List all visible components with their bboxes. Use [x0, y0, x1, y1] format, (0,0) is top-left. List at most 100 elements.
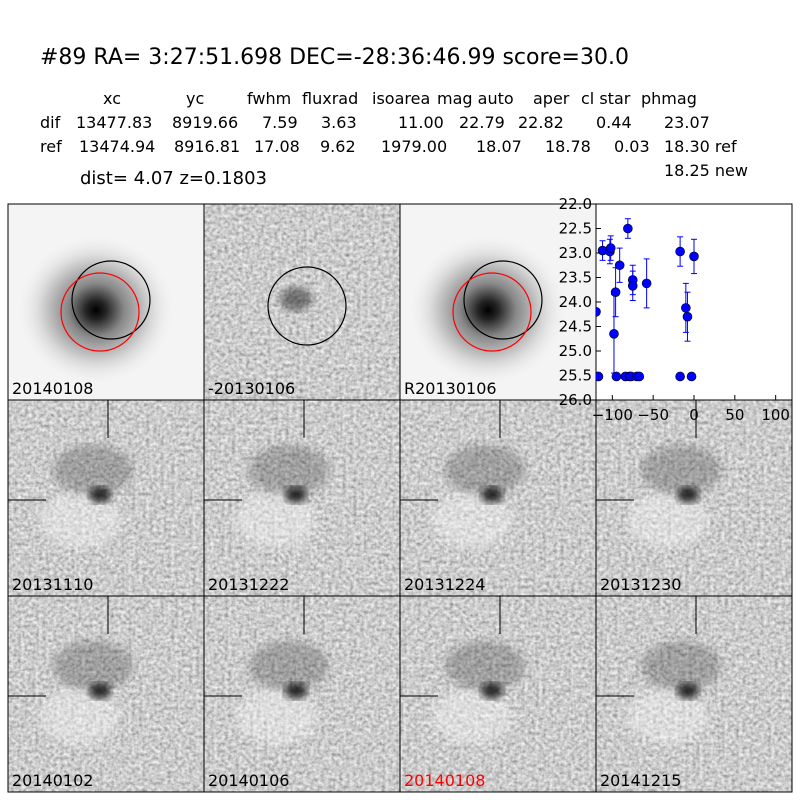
residual-light: [628, 688, 708, 744]
galaxy: [16, 234, 176, 386]
thumb-label: 20140102: [12, 771, 93, 790]
y-tick-label: 25.5: [559, 367, 592, 385]
point: [596, 371, 604, 382]
series: [596, 218, 699, 382]
table-cell: 22.82: [518, 113, 564, 132]
column-header: mag auto: [437, 89, 514, 108]
thumbnail: -20130106: [203, 203, 401, 401]
column-header: xc: [103, 89, 121, 108]
thumbnail: R20130106: [399, 203, 597, 401]
residual-light: [40, 688, 120, 744]
thumb-label: R20130106: [404, 379, 497, 398]
circle-red: [60, 272, 140, 352]
table-cell: 18.07: [476, 137, 522, 156]
column-header: isoarea: [372, 89, 430, 108]
residual-dark: [53, 641, 133, 691]
source: [285, 683, 307, 699]
dist: dist= 4.07 z=0.1803: [80, 168, 267, 189]
residual-light: [628, 492, 708, 548]
point: [610, 287, 621, 298]
point: [623, 223, 633, 234]
image: [400, 400, 596, 596]
y-tick-label: 23.5: [559, 269, 592, 287]
source: [481, 487, 503, 503]
thumb-label: 20141215: [600, 771, 681, 790]
table-cell: 8919.66: [172, 113, 238, 132]
column-header: phmag: [641, 89, 697, 108]
x-tick-label: 100: [761, 406, 790, 424]
thumb-label: -20130106: [208, 379, 295, 398]
source: [677, 683, 699, 699]
y-tick-label: 24.0: [559, 293, 592, 311]
table-cell: 23.07: [664, 113, 710, 132]
column-header: fluxrad: [302, 89, 358, 108]
row-label: dif: [40, 113, 61, 132]
source: [285, 487, 307, 503]
thumbnail: 20141215: [595, 595, 793, 793]
residual-dark: [445, 641, 525, 691]
image: [596, 400, 792, 596]
circle-black: [267, 266, 347, 346]
point: [609, 329, 619, 339]
circle-black: [463, 260, 543, 340]
point: [689, 251, 699, 262]
thumbnail: 20140102: [7, 595, 205, 793]
point: [675, 246, 685, 257]
table-cell: 13474.94: [79, 137, 155, 156]
source: [89, 683, 111, 699]
x-tick-label: 0: [689, 406, 699, 424]
table-cell: 8916.81: [174, 137, 240, 156]
image: [8, 400, 204, 596]
x-tick-label: 50: [725, 406, 744, 424]
thumbnail: 20131230: [595, 399, 793, 597]
y-tick-label: 26.0: [559, 391, 592, 409]
column-header: cl star: [581, 89, 631, 108]
image: [204, 400, 400, 596]
thumbnail: 20140108: [7, 203, 205, 401]
point: [634, 371, 645, 382]
x-tick-label: −100: [592, 406, 633, 424]
point: [627, 281, 638, 291]
thumb-label: 20131224: [404, 575, 485, 594]
y-tick-label: 25.0: [559, 342, 592, 360]
frame: [595, 595, 793, 793]
table-cell: 1979.00: [381, 137, 447, 156]
title: #89 RA= 3:27:51.698 DEC=-28:36:46.99 sco…: [40, 45, 629, 70]
table-cell: 17.08: [254, 137, 300, 156]
x-tick-label: −50: [637, 406, 669, 424]
circle-black: [71, 260, 151, 340]
image: [8, 596, 204, 792]
y-tick-label: 24.5: [559, 318, 592, 336]
table-cell: 3.63: [321, 113, 357, 132]
residual-light: [432, 688, 512, 744]
thumb-label: 20140106: [208, 771, 289, 790]
thumb-label: 20140108: [404, 771, 485, 790]
column-header: yc: [186, 89, 204, 108]
table-note: 18.25 new: [664, 161, 748, 180]
point: [596, 307, 601, 317]
residual-dark: [641, 641, 721, 691]
residual-dark: [249, 445, 329, 495]
residual-dark: [445, 445, 525, 495]
thumbnail: 20140108: [399, 595, 597, 793]
source: [89, 487, 111, 503]
point: [686, 371, 697, 382]
thumb-label: 20131222: [208, 575, 289, 594]
point: [641, 278, 652, 289]
residual-light: [432, 492, 512, 548]
thumbnail: 20131224: [399, 399, 597, 597]
thumbnail: 20131222: [203, 399, 401, 597]
residual-light: [40, 492, 120, 548]
source: [677, 487, 699, 503]
thumb-label: 20131230: [600, 575, 681, 594]
column-header: fwhm: [247, 89, 291, 108]
image: [400, 596, 596, 792]
point: [605, 243, 616, 253]
point: [614, 260, 625, 271]
table-cell: 7.59: [262, 113, 298, 132]
table-cell: 11.00: [398, 113, 444, 132]
image: [204, 596, 400, 792]
residual-light: [236, 688, 316, 744]
point: [611, 371, 622, 382]
y-tick-label: 22.5: [559, 220, 592, 238]
